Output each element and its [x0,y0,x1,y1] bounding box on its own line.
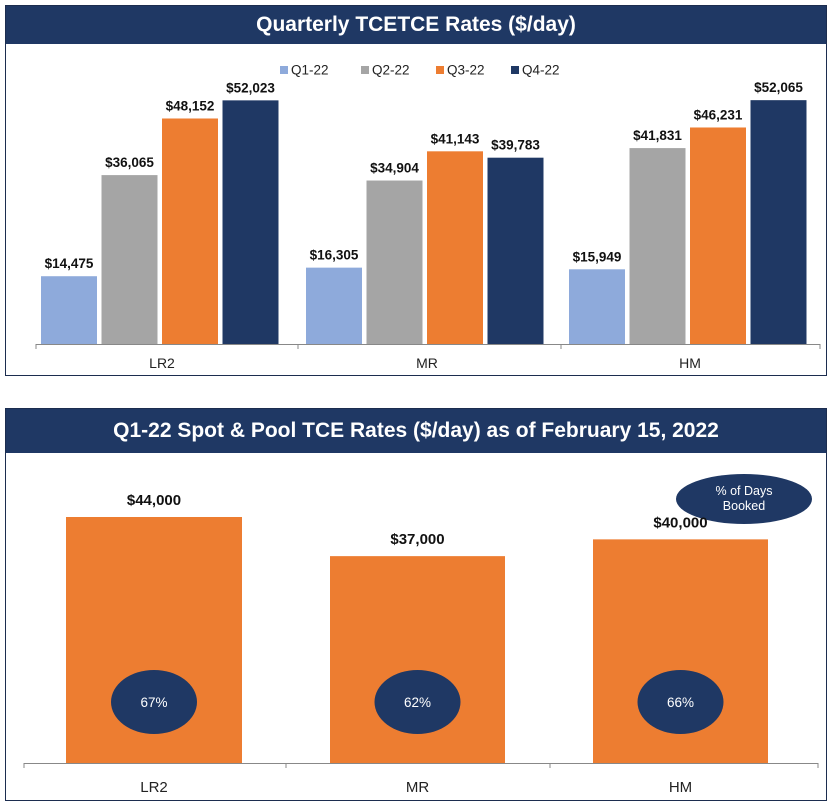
pct-booked-mr: 62% [404,695,431,710]
pct-booked-legend-line2: Booked [723,499,765,513]
spot-data-label-hm: $40,000 [653,514,707,531]
data-label-hm-q2-22: $41,831 [633,128,682,143]
category-label-mr: MR [416,355,438,371]
legend-label-q3-22: Q3-22 [447,63,485,78]
spot-data-label-lr2: $44,000 [127,492,181,509]
pct-booked-ellipse-mr [374,670,461,734]
data-label-hm-q3-22: $46,231 [694,107,743,122]
bar-mr-q3-22 [427,151,483,344]
legend-label-q4-22: Q4-22 [522,63,560,78]
pct-booked-ellipse-lr2 [111,670,197,734]
bar-lr2-q4-22 [222,100,279,344]
data-label-mr-q1-22: $16,305 [310,248,359,263]
legend-swatch-q1-22 [280,66,288,74]
bar-lr2-q3-22 [162,118,218,345]
legend-label-q2-22: Q2-22 [372,63,410,78]
bar-mr-q1-22 [306,267,362,344]
data-label-mr-q2-22: $34,904 [370,161,419,176]
data-label-lr2-q1-22: $14,475 [45,256,94,271]
bar-hm-q3-22 [690,127,746,344]
bar-hm-q4-22 [750,100,807,344]
spot-category-label-mr: MR [406,779,429,796]
bar-hm-q2-22 [629,148,686,344]
quarterly-rates-panel: Quarterly TCETCE Rates ($/day) Q1-22 Q2-2… [5,5,827,376]
legend-swatch-q4-22 [511,66,519,74]
data-label-hm-q4-22: $52,065 [754,80,803,95]
data-label-mr-q4-22: $39,783 [491,138,540,153]
data-label-lr2-q4-22: $52,023 [226,80,275,95]
bar-lr2-q2-22 [101,175,158,344]
legend-label-q1-22: Q1-22 [291,63,329,78]
pct-booked-ellipse-hm [637,670,724,734]
bar-mr-q2-22 [366,180,423,344]
spot-data-label-mr: $37,000 [390,531,444,548]
category-label-hm: HM [679,355,701,371]
legend-swatch-q3-22 [436,66,444,74]
quarterly-rates-chart: Q1-22 Q2-22 Q3-22 Q4-22 $14,475 $36,065 $48,15… [35,63,821,371]
pct-booked-lr2: 67% [140,695,167,710]
spot-category-label-hm: HM [669,779,692,796]
spot-category-label-lr2: LR2 [140,779,168,796]
data-label-mr-q3-22: $41,143 [431,131,480,146]
data-label-lr2-q3-22: $48,152 [166,98,215,113]
bar-hm-q1-22 [569,269,625,344]
data-label-hm-q1-22: $15,949 [573,249,622,264]
legend-swatch-q2-22 [361,66,369,74]
spot-chart-title: Q1-22 Spot & Pool TCE Rates ($/day) as o… [6,409,826,453]
pct-booked-hm: 66% [667,695,694,710]
category-label-lr2: LR2 [149,355,175,371]
spot-rates-panel: Q1-22 Spot & Pool TCE Rates ($/day) as o… [5,408,827,801]
data-label-lr2-q2-22: $36,065 [105,155,154,170]
bar-mr-q4-22 [487,157,544,344]
quarterly-chart-title: Quarterly TCETCE Rates ($/day) [6,6,826,44]
bar-lr2-q1-22 [41,276,97,344]
pct-booked-legend-ellipse [676,474,812,524]
pct-booked-legend-line1: % of Days [716,484,773,498]
